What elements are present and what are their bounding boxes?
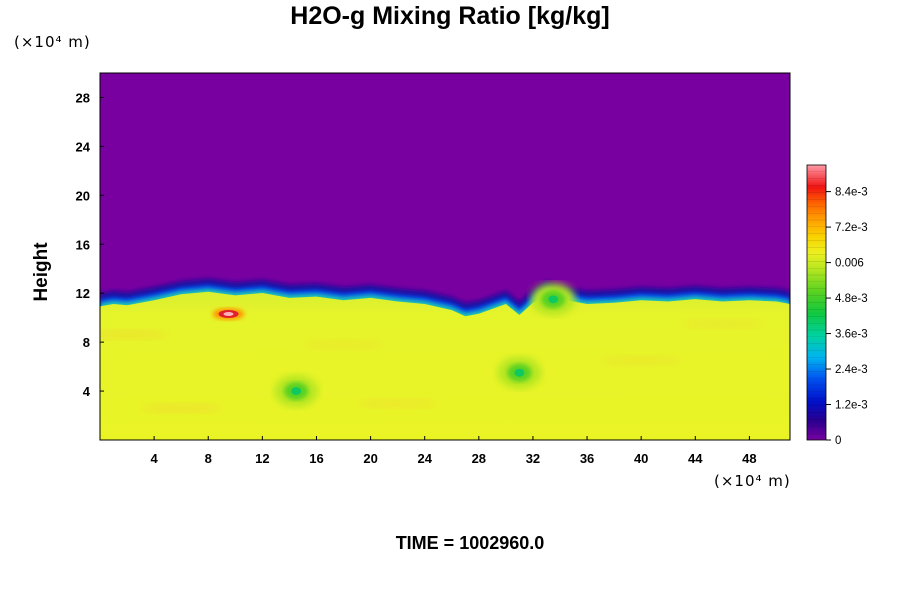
x-tick-label: 8: [205, 451, 212, 466]
chart-title: H2O-g Mixing Ratio [kg/kg]: [290, 2, 610, 30]
y-axis-unit: (×10⁴ m): [14, 33, 91, 51]
colorbar-tick-label: 8.4e-3: [835, 187, 868, 199]
time-label: TIME = 1002960.0: [395, 533, 545, 553]
x-tick-label: 40: [634, 451, 648, 466]
y-tick-label: 16: [76, 237, 90, 252]
x-tick-label: 4: [151, 451, 159, 466]
plot-frame: [99, 72, 791, 441]
x-tick-label: 28: [472, 451, 486, 466]
y-ticks: 4 8 12 16 20 24 28: [76, 90, 104, 399]
x-tick-label: 48: [742, 451, 756, 466]
y-tick-label: 8: [83, 335, 90, 350]
colorbar-tick-label: 7.2e-3: [835, 222, 868, 234]
y-tick-label: 28: [76, 90, 90, 105]
y-tick-label: 20: [76, 188, 90, 203]
heatmap-field: [100, 73, 790, 440]
anomaly-core: [548, 295, 559, 304]
colorbar-tick-label: 0.006: [835, 258, 864, 270]
colorbar-scale: [806, 164, 827, 441]
colorbar-tick-label: 3.6e-3: [835, 329, 868, 341]
x-tick-label: 32: [526, 451, 540, 466]
x-tick-label: 16: [309, 451, 323, 466]
y-tick-label: 4: [83, 384, 91, 399]
x-axis-unit: (×10⁴ m): [714, 472, 791, 490]
moist-streak: [357, 398, 438, 409]
colorbar-tick-label: 1.2e-3: [835, 400, 868, 412]
moist-streak: [141, 403, 222, 414]
x-ticks: 4 8 12 16 20 24 28 32 36 40 44 48: [151, 436, 757, 466]
x-tick-label: 44: [688, 451, 703, 466]
x-tick-label: 24: [417, 451, 432, 466]
colorbar-tick-label: 2.4e-3: [835, 364, 868, 376]
x-tick-label: 20: [363, 451, 377, 466]
colorbar-tick-label: 4.8e-3: [835, 293, 868, 305]
anomaly-core: [291, 387, 302, 396]
moist-layer: [100, 291, 790, 440]
anomaly-core: [223, 311, 234, 316]
anomaly-core: [514, 368, 525, 377]
colorbar-tick-label: 0: [835, 435, 841, 447]
moist-streak: [601, 355, 682, 366]
moist-streak: [100, 329, 168, 340]
moist-streak: [682, 318, 763, 329]
x-tick-label: 36: [580, 451, 594, 466]
y-tick-label: 12: [76, 286, 90, 301]
colorbar: 0 1.2e-3 2.4e-3 3.6e-3 4.8e-3 0.006 7.2e-3 8.4e…: [806, 164, 868, 447]
y-tick-label: 24: [76, 139, 91, 154]
x-tick-label: 12: [255, 451, 269, 466]
moist-streak: [303, 339, 384, 350]
